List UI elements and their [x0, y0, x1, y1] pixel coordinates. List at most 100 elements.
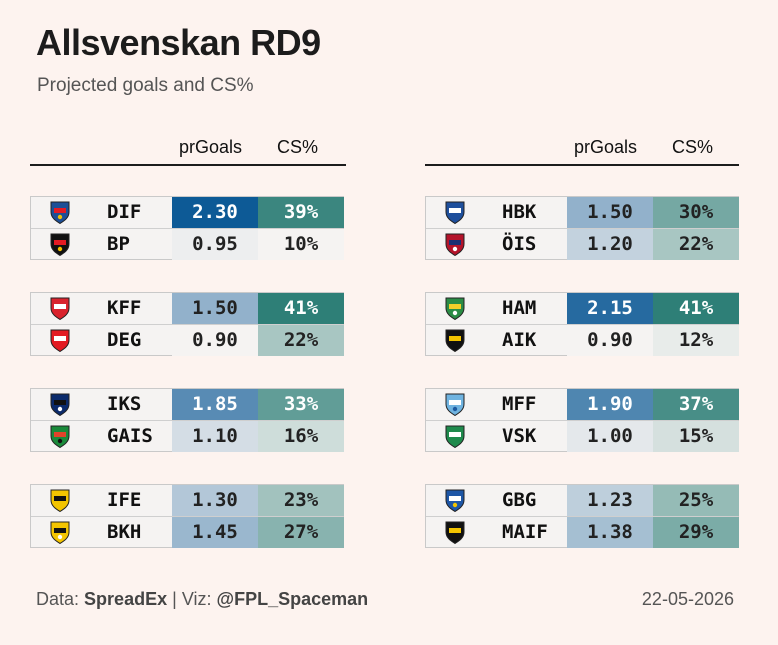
match-group: GBG 1.23 25% MAIF 1.38 29%	[425, 484, 739, 548]
cs-cell: 37%	[653, 389, 739, 420]
sirius-crest-icon	[45, 392, 75, 417]
team-name: DEG	[107, 329, 142, 351]
kalmar-crest-icon	[45, 296, 75, 321]
degerfors-crest-icon	[45, 328, 75, 353]
header-prgoals: prGoals	[574, 137, 638, 157]
footer-author: @FPL_Spaceman	[216, 589, 369, 609]
aik-crest-icon	[440, 328, 470, 353]
goteborg-crest-icon	[440, 488, 470, 513]
table-row: IFE 1.30 23%	[31, 485, 344, 517]
brommapojkarna-crest-icon	[45, 232, 75, 257]
table-row: BKH 1.45 27%	[31, 517, 344, 548]
prgoals-cell: 0.95	[172, 229, 258, 260]
team-name: HBK	[502, 201, 537, 223]
team-name: IKS	[107, 393, 142, 415]
chart-subtitle: Projected goals and CS%	[37, 75, 254, 96]
table-row: KFF 1.50 41%	[31, 293, 344, 325]
gais-crest-icon	[45, 424, 75, 449]
halmstad-crest-icon	[440, 200, 470, 225]
team-name: VSK	[502, 425, 537, 447]
team-name: ÖIS	[502, 233, 537, 255]
table-row: GAIS 1.10 16%	[31, 421, 344, 452]
cs-cell: 23%	[258, 485, 344, 516]
team-name: GAIS	[107, 425, 153, 447]
table-row: HAM 2.15 41%	[426, 293, 739, 325]
prgoals-cell: 1.45	[172, 517, 258, 548]
team-name: GBG	[502, 489, 537, 511]
right-table-header: prGoals CS%	[425, 134, 739, 166]
footer-credits: Data: SpreadEx | Viz: @FPL_Spaceman	[36, 589, 368, 610]
elfsborg-crest-icon	[45, 488, 75, 513]
header-prgoals: prGoals	[179, 137, 243, 157]
left-table-panel: prGoals CS% DIF 2.30 39% BP 0.95 10% KFF 1.50 41…	[30, 134, 346, 548]
prgoals-cell: 2.15	[567, 293, 653, 324]
footer-separator: |	[172, 589, 177, 609]
table-row: DEG 0.90 22%	[31, 325, 344, 356]
prgoals-cell: 1.90	[567, 389, 653, 420]
prgoals-cell: 2.30	[172, 197, 258, 228]
right-table-panel: prGoals CS% HBK 1.50 30% ÖIS 1.20 22% HAM 2.15 4…	[425, 134, 739, 548]
team-name: BKH	[107, 521, 142, 543]
match-group: IFE 1.30 23% BKH 1.45 27%	[30, 484, 344, 548]
cs-cell: 15%	[653, 421, 739, 452]
table-row: MAIF 1.38 29%	[426, 517, 739, 548]
cs-cell: 41%	[653, 293, 739, 324]
cs-cell: 16%	[258, 421, 344, 452]
team-name: AIK	[502, 329, 537, 351]
prgoals-cell: 1.38	[567, 517, 653, 548]
vasteras-crest-icon	[440, 424, 470, 449]
team-name: BP	[107, 233, 130, 255]
table-row: GBG 1.23 25%	[426, 485, 739, 517]
prgoals-cell: 1.10	[172, 421, 258, 452]
cs-cell: 39%	[258, 197, 344, 228]
table-row: MFF 1.90 37%	[426, 389, 739, 421]
malmo-crest-icon	[440, 392, 470, 417]
footer-viz-label: Viz:	[181, 589, 212, 609]
team-name: DIF	[107, 201, 142, 223]
left-table-header: prGoals CS%	[30, 134, 346, 166]
cs-cell: 12%	[653, 325, 739, 356]
prgoals-cell: 1.30	[172, 485, 258, 516]
orgryte-crest-icon	[440, 232, 470, 257]
team-name: HAM	[502, 297, 537, 319]
team-name: MFF	[502, 393, 537, 415]
footer-source: SpreadEx	[84, 589, 168, 609]
prgoals-cell: 1.23	[567, 485, 653, 516]
cs-cell: 22%	[258, 325, 344, 356]
cs-cell: 41%	[258, 293, 344, 324]
chart-title: Allsvenskan RD9	[36, 22, 321, 63]
cs-cell: 22%	[653, 229, 739, 260]
table-row: BP 0.95 10%	[31, 229, 344, 260]
match-group: IKS 1.85 33% GAIS 1.10 16%	[30, 388, 344, 452]
table-row: AIK 0.90 12%	[426, 325, 739, 356]
prgoals-cell: 1.50	[567, 197, 653, 228]
prgoals-cell: 1.85	[172, 389, 258, 420]
header-cs: CS%	[672, 137, 714, 157]
table-row: VSK 1.00 15%	[426, 421, 739, 452]
table-row: HBK 1.50 30%	[426, 197, 739, 229]
prgoals-cell: 1.00	[567, 421, 653, 452]
match-group: MFF 1.90 37% VSK 1.00 15%	[425, 388, 739, 452]
cs-cell: 33%	[258, 389, 344, 420]
prgoals-cell: 0.90	[567, 325, 653, 356]
team-name: MAIF	[502, 521, 548, 543]
table-row: IKS 1.85 33%	[31, 389, 344, 421]
footer-date: 22-05-2026	[641, 589, 734, 609]
table-row: DIF 2.30 39%	[31, 197, 344, 229]
match-group: DIF 2.30 39% BP 0.95 10%	[30, 196, 344, 260]
prgoals-cell: 0.90	[172, 325, 258, 356]
mjallby-crest-icon	[440, 520, 470, 545]
djurgarden-crest-icon	[45, 200, 75, 225]
table-row: ÖIS 1.20 22%	[426, 229, 739, 260]
cs-cell: 27%	[258, 517, 344, 548]
footer-data-label: Data:	[36, 589, 80, 609]
match-group: HBK 1.50 30% ÖIS 1.20 22%	[425, 196, 739, 260]
team-name: KFF	[107, 297, 142, 319]
header-cs: CS%	[277, 137, 319, 157]
hacken-crest-icon	[45, 520, 75, 545]
match-group: HAM 2.15 41% AIK 0.90 12%	[425, 292, 739, 356]
cs-cell: 10%	[258, 229, 344, 260]
prgoals-cell: 1.50	[172, 293, 258, 324]
cs-cell: 30%	[653, 197, 739, 228]
cs-cell: 25%	[653, 485, 739, 516]
